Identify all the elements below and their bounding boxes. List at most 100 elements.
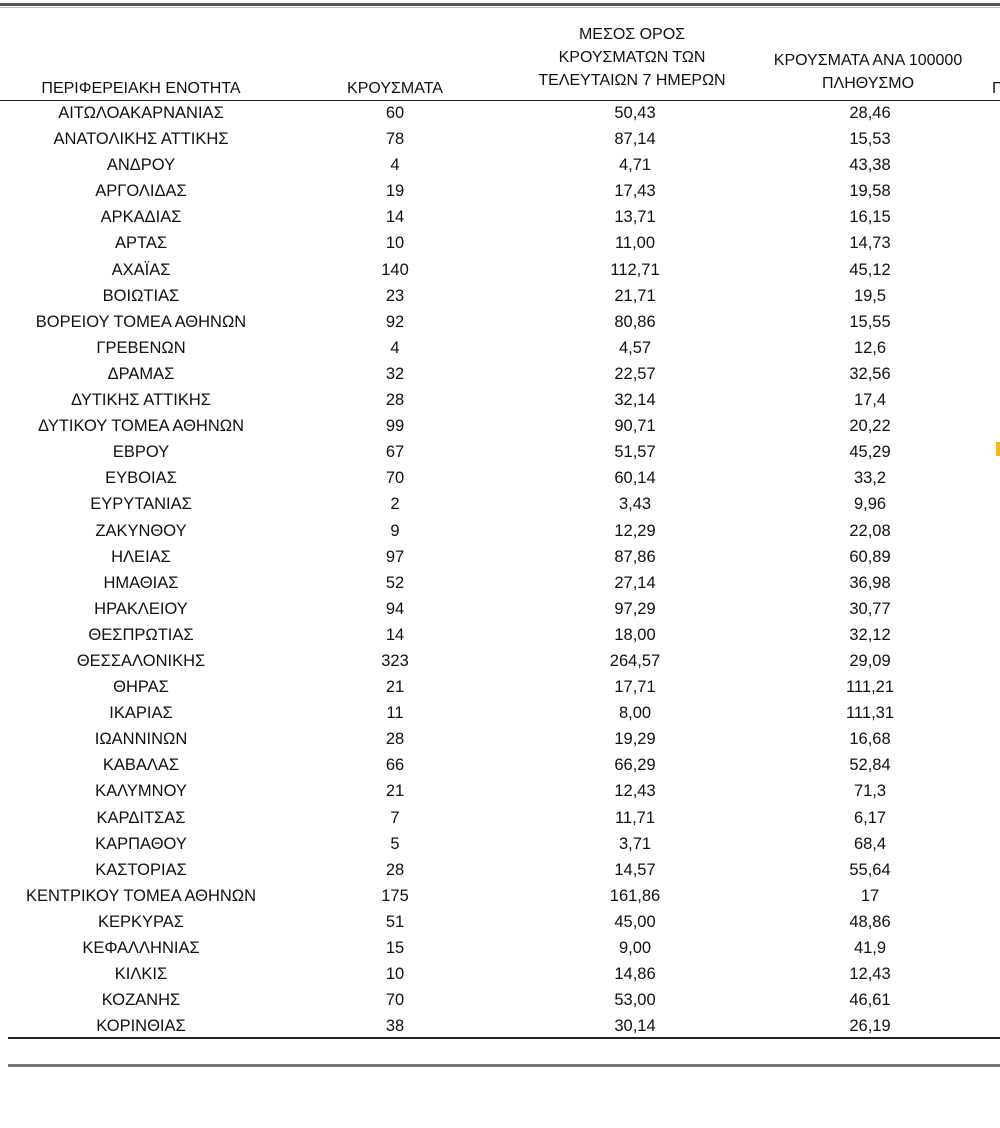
- cases-value: 94: [385, 599, 405, 618]
- table-row: ΚΑΡΠΑΘΟΥ 5 3,71 68,4: [0, 831, 1000, 857]
- table-row: ΖΑΚΥΝΘΟΥ 9 12,29 22,08: [0, 518, 1000, 544]
- table-row: ΘΕΣΣΑΛΟΝΙΚΗΣ 323 264,57 29,09: [0, 648, 1000, 674]
- header-cases-per-100k: ΚΡΟΥΣΜΑΤΑ ΑΝΑ 100000 ΠΛΗΘΥΣΜΟ: [748, 49, 988, 95]
- region-name: ΗΡΑΚΛΕΙΟΥ: [94, 599, 188, 618]
- region-name: ΚΑΒΑΛΑΣ: [102, 756, 180, 775]
- per100k-value: 12,43: [849, 965, 891, 984]
- region-name: ΚΙΛΚΙΣ: [114, 965, 168, 984]
- cases-value: 52: [385, 573, 405, 592]
- per100k-value: 32,56: [849, 364, 891, 383]
- per100k-value: 71,3: [853, 782, 887, 801]
- region-name: ΒΟΡΕΙΟΥ ΤΟΜΕΑ ΑΘΗΝΩΝ: [35, 312, 247, 331]
- cases-value: 2: [390, 495, 400, 514]
- avg7-value: 112,71: [610, 260, 660, 279]
- region-name: ΚΕΡΚΥΡΑΣ: [97, 912, 184, 931]
- table-row: ΚΑΡΔΙΤΣΑΣ 7 11,71 6,17: [0, 805, 1000, 831]
- region-name: ΑΡΚΑΔΙΑΣ: [100, 208, 182, 227]
- region-name: ΚΕΦΑΛΛΗΝΙΑΣ: [82, 939, 200, 957]
- cases-value: 175: [381, 886, 409, 905]
- region-name: ΓΡΕΒΕΝΩΝ: [96, 338, 186, 357]
- cases-value: 14: [385, 625, 405, 644]
- avg7-value: 17,71: [614, 678, 656, 697]
- cases-value: 19: [385, 182, 405, 201]
- per100k-value: 52,84: [849, 756, 891, 775]
- region-name: ΑΡΓΟΛΙΔΑΣ: [95, 182, 187, 201]
- table-row: ΑΙΤΩΛΟΑΚΑΡΝΑΝΙΑΣ 60 50,43 28,46: [0, 100, 1000, 126]
- avg7-value: 27,14: [614, 573, 656, 592]
- cases-value: 28: [385, 730, 405, 749]
- avg7-value: 87,86: [614, 547, 656, 566]
- cases-value: 140: [381, 260, 409, 279]
- region-name: ΑΝΑΤΟΛΙΚΗΣ ΑΤΤΙΚΗΣ: [53, 130, 229, 149]
- per100k-value: 36,98: [849, 573, 891, 592]
- header-per100k-line-1: ΚΡΟΥΣΜΑΤΑ ΑΝΑ 100000: [773, 52, 963, 69]
- avg7-value: 12,43: [614, 782, 656, 801]
- table-row: ΚΕΡΚΥΡΑΣ 51 45,00 48,86: [0, 909, 1000, 935]
- region-name: ΚΑΡΠΑΘΟΥ: [95, 834, 187, 853]
- table-row: ΚΟΡΙΝΘΙΑΣ 38 30,14 26,19: [0, 1013, 1000, 1039]
- table-row: ΔΥΤΙΚΗΣ ΑΤΤΙΚΗΣ 28 32,14 17,4: [0, 387, 1000, 413]
- table-row: ΑΝΑΤΟΛΙΚΗΣ ΑΤΤΙΚΗΣ 78 87,14 15,53: [0, 126, 1000, 152]
- header-avg-7-days: ΜΕΣΟΣ ΟΡΟΣ ΚΡΟΥΣΜΑΤΩΝ ΤΩΝ ΤΕΛΕΥΤΑΙΩΝ 7 Η…: [520, 23, 744, 92]
- region-name: ΑΙΤΩΛΟΑΚΑΡΝΑΝΙΑΣ: [58, 104, 224, 122]
- avg7-value: 18,00: [614, 625, 656, 644]
- per100k-value: 15,53: [849, 130, 891, 149]
- region-name: ΙΚΑΡΙΑΣ: [109, 704, 173, 723]
- per100k-value: 22,08: [849, 521, 891, 540]
- table-row: ΙΩΑΝΝΙΝΩΝ 28 19,29 16,68: [0, 726, 1000, 752]
- avg7-value: 11,00: [614, 234, 656, 253]
- cases-value: 10: [385, 234, 405, 253]
- avg7-value: 17,43: [614, 182, 656, 201]
- cases-value: 66: [385, 756, 405, 775]
- avg7-value: 4,57: [618, 338, 652, 357]
- header-underline: [0, 100, 1000, 101]
- avg7-value: 90,71: [614, 417, 656, 436]
- per100k-value: 16,15: [849, 208, 891, 227]
- per100k-value: 41,9: [853, 939, 887, 957]
- cases-value: 28: [385, 860, 405, 879]
- header-region: ΠΕΡΙΦΕΡΕΙΑΚΗ ΕΝΟΤΗΤΑ: [0, 77, 282, 100]
- cases-value: 28: [385, 391, 405, 410]
- table-row: ΑΧΑΪΑΣ 140 112,71 45,12: [0, 257, 1000, 283]
- table-row: ΗΛΕΙΑΣ 97 87,86 60,89: [0, 544, 1000, 570]
- cases-value: 60: [385, 104, 405, 122]
- per100k-value: 14,73: [849, 234, 891, 253]
- region-name: ΘΗΡΑΣ: [113, 678, 169, 697]
- avg7-value: 80,86: [614, 312, 656, 331]
- per100k-value: 45,29: [849, 443, 891, 462]
- cases-value: 23: [385, 286, 405, 305]
- table-row: ΑΝΔΡΟΥ 4 4,71 43,38: [0, 152, 1000, 178]
- cases-value: 4: [390, 156, 400, 175]
- region-name: ΚΕΝΤΡΙΚΟΥ ΤΟΜΕΑ ΑΘΗΝΩΝ: [25, 886, 257, 905]
- per100k-value: 29,09: [849, 651, 891, 670]
- cases-value: 51: [385, 912, 405, 931]
- table-row: ΒΟΡΕΙΟΥ ΤΟΜΕΑ ΑΘΗΝΩΝ 92 80,86 15,55: [0, 309, 1000, 335]
- table-row: ΑΡΚΑΔΙΑΣ 14 13,71 16,15: [0, 204, 1000, 230]
- avg7-value: 264,57: [609, 651, 661, 670]
- table-row: ΓΡΕΒΕΝΩΝ 4 4,57 12,6: [0, 335, 1000, 361]
- table-row: ΒΟΙΩΤΙΑΣ 23 21,71 19,5: [0, 283, 1000, 309]
- top-border-shadow: [0, 7, 1000, 8]
- header-avg-line-3: ΤΕΛΕΥΤΑΙΩΝ 7 ΗΜΕΡΩΝ: [538, 72, 726, 89]
- cases-value: 97: [385, 547, 405, 566]
- table-row: ΚΕΦΑΛΛΗΝΙΑΣ 15 9,00 41,9: [0, 935, 1000, 961]
- cases-value: 323: [381, 651, 409, 670]
- region-name: ΘΕΣΠΡΩΤΙΑΣ: [88, 625, 194, 644]
- cases-value: 70: [385, 991, 405, 1010]
- region-name: ΚΑΛΥΜΝΟΥ: [95, 782, 187, 801]
- per100k-value: 46,61: [849, 991, 891, 1010]
- region-name: ΖΑΚΥΝΘΟΥ: [95, 521, 187, 540]
- cases-value: 32: [385, 364, 405, 383]
- cases-value: 7: [390, 808, 400, 827]
- avg7-value: 60,14: [614, 469, 656, 488]
- table-row: ΕΥΡΥΤΑΝΙΑΣ 2 3,43 9,96: [0, 491, 1000, 517]
- region-name: ΑΝΔΡΟΥ: [106, 156, 176, 175]
- table-row: ΕΒΡΟΥ 67 51,57 45,29: [0, 439, 1000, 465]
- avg7-value: 14,86: [614, 965, 656, 984]
- per100k-value: 32,12: [849, 625, 891, 644]
- cases-value: 10: [385, 965, 405, 984]
- cases-value: 21: [385, 678, 405, 697]
- table-row: ΚΑΛΥΜΝΟΥ 21 12,43 71,3: [0, 778, 1000, 804]
- region-name: ΗΛΕΙΑΣ: [111, 547, 171, 566]
- per100k-value: 9,96: [853, 495, 887, 514]
